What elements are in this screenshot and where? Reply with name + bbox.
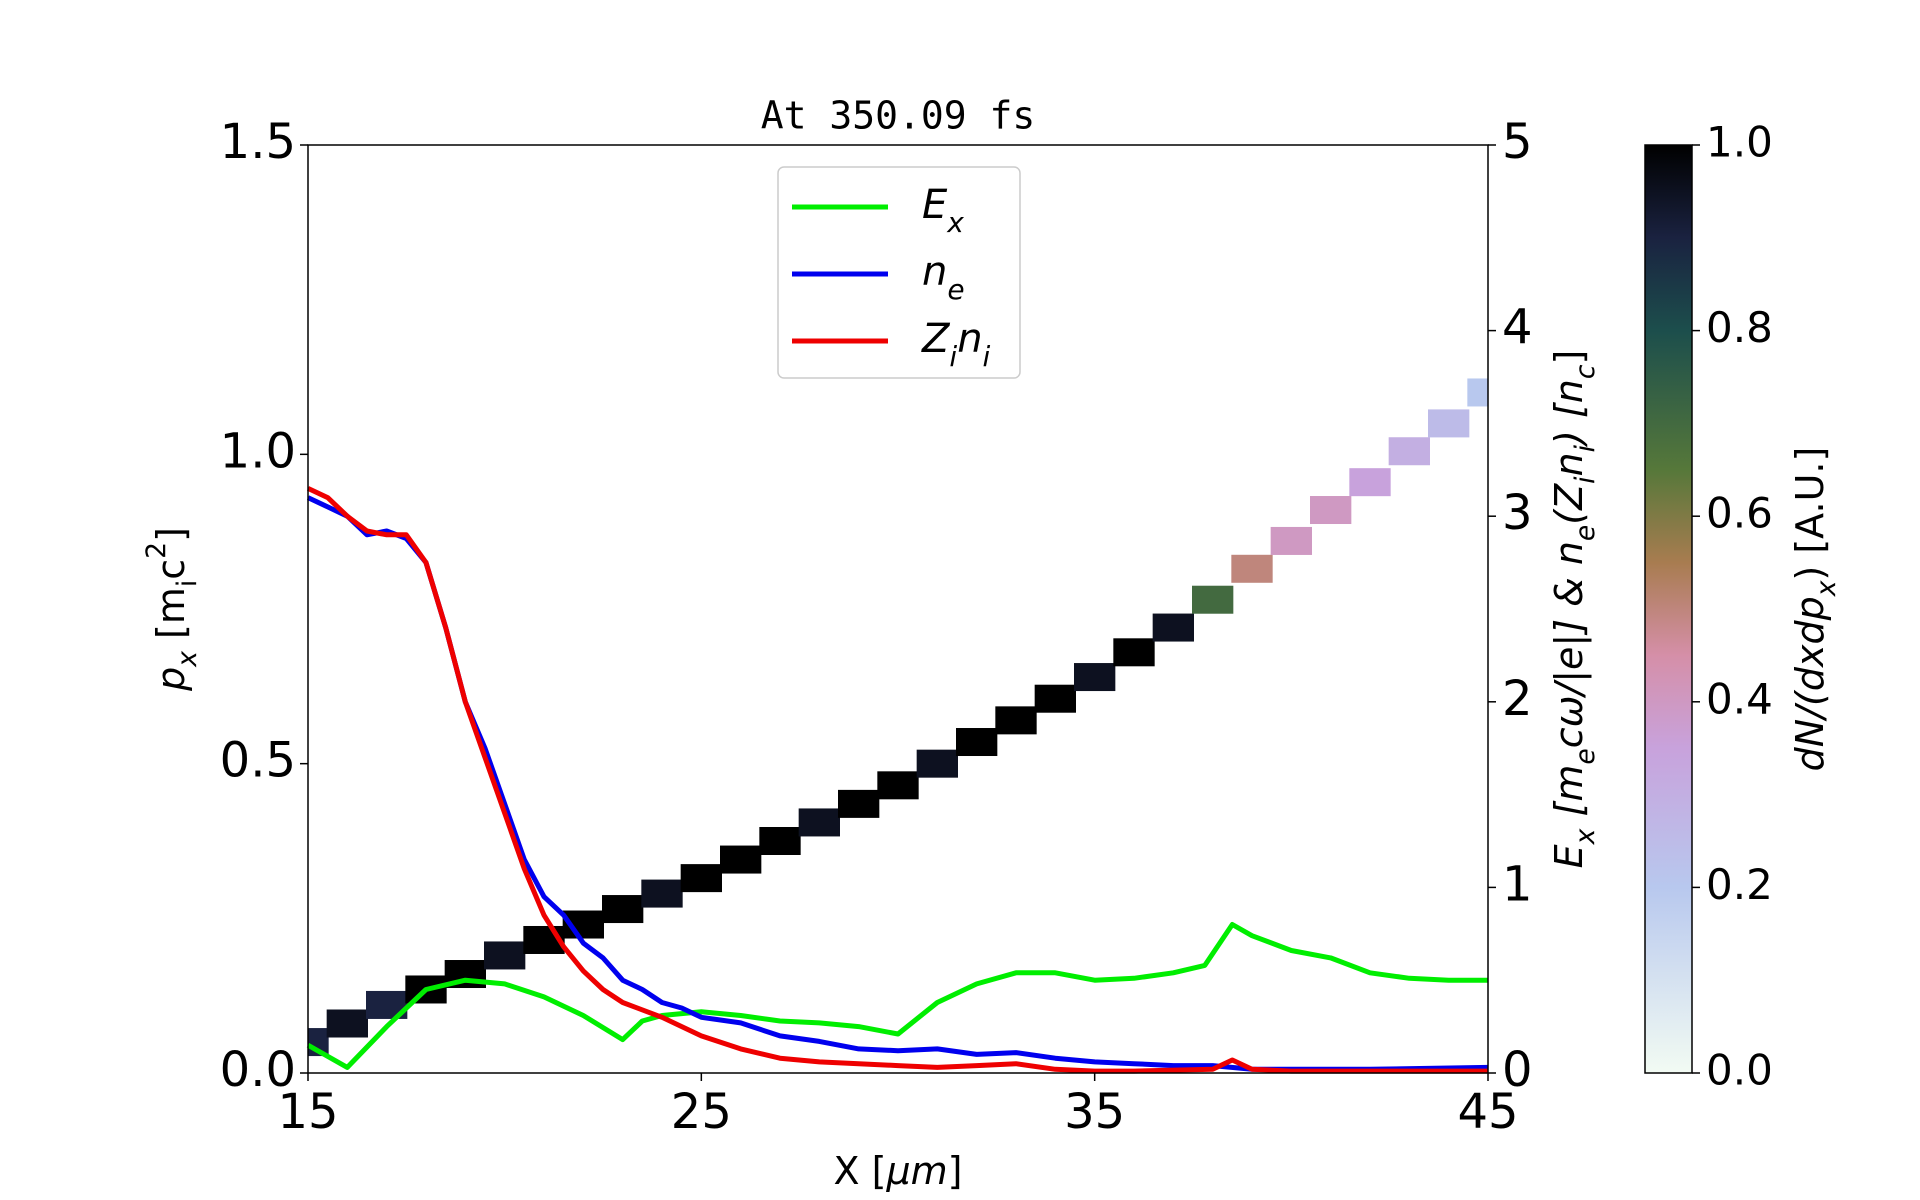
density-cell <box>759 827 801 855</box>
label-part: (Z <box>1547 483 1591 525</box>
x-tick-label: 25 <box>671 1084 732 1140</box>
label-part: i <box>172 580 203 587</box>
label-part: c <box>149 559 193 580</box>
legend-label: ne <box>922 249 965 306</box>
plot-frame <box>307 144 1489 1074</box>
x-tick-label: 15 <box>277 1084 338 1140</box>
density-cell <box>720 845 762 874</box>
label-part: ] <box>1547 350 1591 365</box>
density-cell <box>1113 638 1155 667</box>
y2-tick-label: 4 <box>1502 300 1533 356</box>
density-cell <box>838 789 880 818</box>
label-part: i <box>1570 476 1601 484</box>
density-cell <box>641 879 683 908</box>
legend-label-part: Z <box>921 316 951 362</box>
y2-tick-label: 1 <box>1502 856 1533 912</box>
y-tick-label: 0.0 <box>220 1042 296 1098</box>
legend-label-part: e <box>947 273 964 306</box>
density-cell <box>1388 437 1430 466</box>
y-tick-label: 1.0 <box>220 423 296 479</box>
legend-label-part: n <box>957 316 982 362</box>
colorbar-tick-label: 1.0 <box>1706 118 1773 167</box>
density-cell <box>484 941 526 970</box>
legend-label: Zini <box>921 316 991 373</box>
density-cell <box>602 895 644 924</box>
label-part: X [ <box>834 1149 887 1193</box>
label: X [μm] <box>834 1149 963 1193</box>
label-part: [m <box>1547 765 1591 829</box>
colorbar-tick-label: 0.0 <box>1706 1046 1773 1095</box>
label-part: x <box>172 651 203 668</box>
legend-label-part: E <box>922 182 948 228</box>
legend-label-part: n <box>922 249 947 295</box>
label: Ex [mecω/|e|] & ne(Zini) [nc] <box>1547 350 1602 869</box>
colorbar <box>1644 144 1693 1074</box>
colorbar-tick-label: 0.8 <box>1706 303 1773 352</box>
density-cell <box>877 771 919 800</box>
density-cell <box>1270 526 1312 555</box>
x-tick-label: 45 <box>1457 1084 1518 1140</box>
density-cell <box>326 1009 368 1038</box>
y-tick-label: 1.5 <box>220 114 296 170</box>
density-cell <box>680 864 722 893</box>
label-part: ) [n <box>1547 379 1591 448</box>
x-tick-label: 35 <box>1064 1084 1125 1140</box>
label-part: p <box>149 667 193 692</box>
legend-label-part: i <box>983 340 991 373</box>
label-part: ) [A.U.] <box>1788 447 1832 581</box>
y2-tick-label: 0 <box>1502 1042 1533 1098</box>
density-cell <box>1231 554 1273 583</box>
y2-tick-label: 2 <box>1502 671 1533 727</box>
density-cell <box>1428 409 1470 438</box>
colorbar-tick-label: 0.4 <box>1706 674 1773 723</box>
label-part: μm <box>885 1149 947 1193</box>
chart-title: At 350.09 fs <box>761 94 1036 138</box>
label-part: x <box>1811 580 1842 597</box>
label-part: e <box>1570 525 1601 541</box>
legend-label-part: i <box>949 340 957 373</box>
label-part: i <box>1570 444 1601 452</box>
density-cell <box>1310 496 1352 525</box>
density-cell <box>956 728 998 757</box>
density-cell <box>1349 468 1391 497</box>
density-cell <box>1152 613 1194 642</box>
label-part: E <box>1547 844 1591 868</box>
label-part: dN/(dxdp <box>1788 596 1832 771</box>
density-cell <box>798 808 840 837</box>
label-part: c <box>1570 364 1601 379</box>
y-tick-label: 0.5 <box>220 733 296 789</box>
label-part: n <box>1547 452 1591 476</box>
label-part: [m <box>149 587 193 651</box>
legend-label: Ex <box>922 182 964 239</box>
density-cell <box>1074 663 1116 692</box>
label-part: ] <box>948 1149 963 1193</box>
density-cell <box>1467 378 1488 407</box>
colorbar-tick-label: 0.2 <box>1706 860 1773 909</box>
legend-label-part: x <box>946 206 964 239</box>
label-part: e <box>1570 748 1601 764</box>
density-cell <box>1034 684 1076 713</box>
line <box>306 922 1488 1070</box>
label-part: ] <box>149 527 193 542</box>
label-part: cω/|e|] & n <box>1547 541 1592 748</box>
label-part: x <box>1570 828 1601 845</box>
legend-box <box>777 166 1021 379</box>
label-part: 2 <box>141 542 172 559</box>
density-cell <box>995 706 1037 735</box>
label: px [mic2] <box>141 527 203 692</box>
line <box>306 486 1488 1074</box>
density-cell <box>1192 585 1234 614</box>
density-cell <box>916 749 958 778</box>
label: dN/(dxdpx) [A.U.] <box>1788 447 1843 772</box>
y2-tick-label: 3 <box>1502 485 1533 541</box>
colorbar-tick-label: 0.6 <box>1706 489 1773 538</box>
y2-tick-label: 5 <box>1502 114 1533 170</box>
